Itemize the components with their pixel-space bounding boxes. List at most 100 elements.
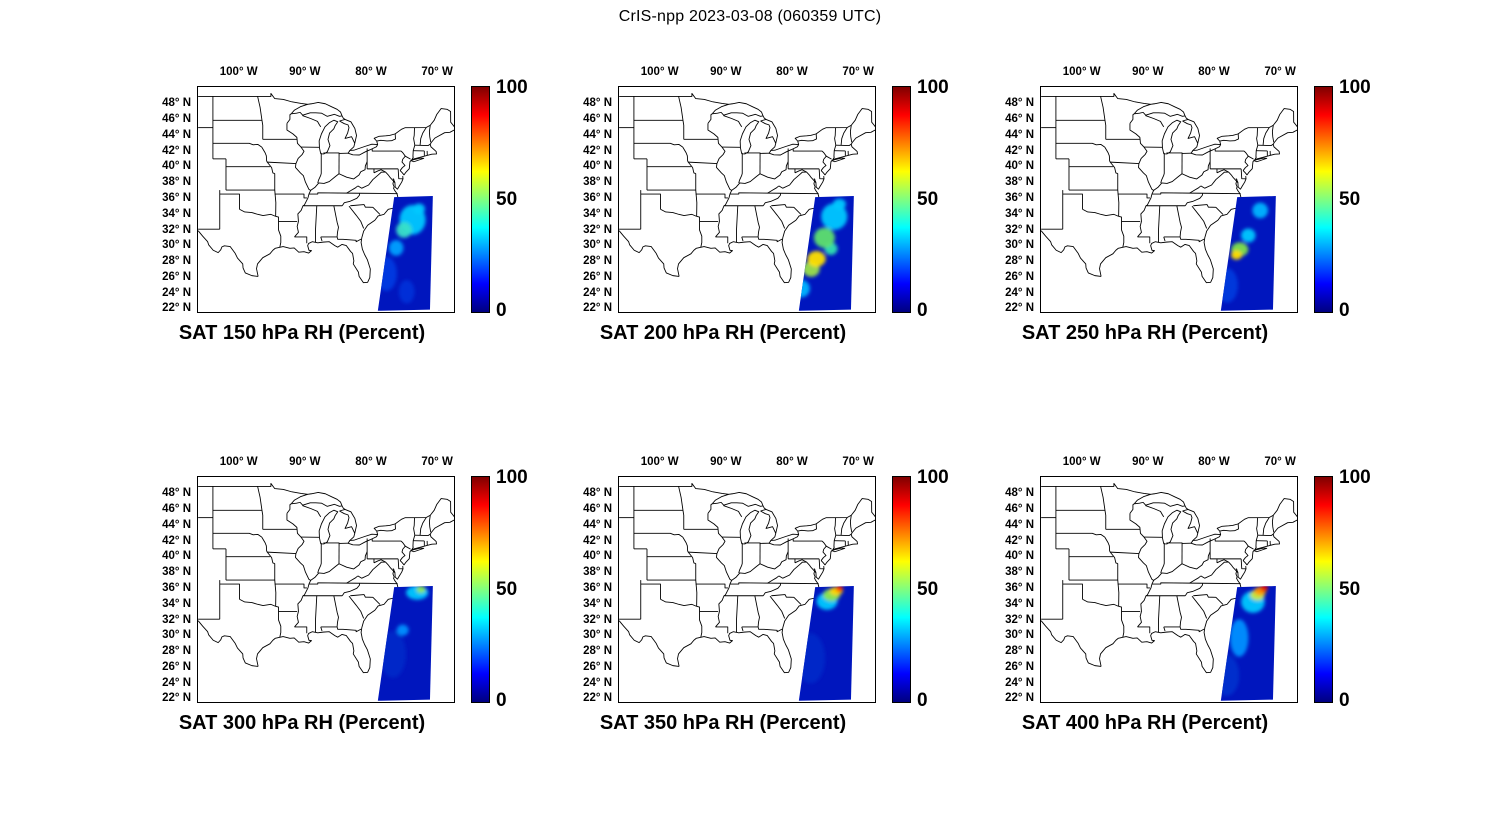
map-axes-box (197, 86, 455, 313)
lat-tick-label: 26° N (583, 270, 612, 283)
lon-tick-label: 100° W (1062, 66, 1101, 78)
rh-feature (379, 630, 406, 678)
map-axes-box (618, 86, 876, 313)
colorbar-tick-label: 0 (496, 300, 507, 321)
lat-tick-label: 34° N (162, 597, 191, 610)
lon-tick-label: 70° W (842, 456, 874, 468)
lat-tick-label: 42° N (162, 144, 191, 157)
lat-tick-label: 46° N (1005, 113, 1034, 126)
rh-feature (1241, 228, 1256, 243)
lat-tick-label: 36° N (1005, 191, 1034, 204)
lat-tick-label: 46° N (162, 503, 191, 516)
latitude-axis: 48° N 46° N 44° N 42° N 40° N 38° N 36° N 34° N… (570, 86, 615, 314)
lat-tick-label: 44° N (162, 518, 191, 531)
rh-feature (1229, 619, 1249, 657)
lat-tick-label: 44° N (583, 128, 612, 141)
rh-feature (413, 203, 426, 215)
colorbar-tick-label: 0 (1339, 300, 1350, 321)
colorbar-tick-label: 50 (1339, 188, 1361, 210)
panel-title: SAT 300 hPa RH (Percent) (178, 712, 426, 734)
lon-tick-label: 70° W (1264, 66, 1296, 78)
lat-tick-label: 28° N (583, 255, 612, 267)
longitude-axis: 100° W 90° W 80° W 70° W (197, 64, 455, 86)
map-canvas (619, 482, 875, 701)
figure-title: CrIS-npp 2023-03-08 (060359 UTC) (618, 8, 882, 25)
lat-tick-label: 24° N (583, 676, 612, 689)
lat-tick-label: 24° N (583, 286, 612, 299)
lon-tick-label: 80° W (355, 66, 387, 78)
rh-feature (1220, 268, 1238, 303)
lat-tick-label: 32° N (1005, 223, 1034, 236)
lon-tick-label: 90° W (710, 66, 742, 78)
map-canvas (198, 482, 454, 701)
map-canvas (1041, 482, 1297, 701)
panel-title: SAT 200 hPa RH (Percent) (599, 322, 847, 344)
lat-tick-label: 22° N (1005, 302, 1034, 315)
lat-tick-label: 44° N (162, 128, 191, 141)
lat-tick-label: 44° N (583, 518, 612, 531)
lon-tick-label: 100° W (640, 456, 679, 468)
rh-feature (807, 251, 826, 267)
map-canvas (619, 92, 875, 311)
lat-tick-label: 48° N (583, 487, 612, 500)
lat-tick-label: 24° N (162, 676, 191, 689)
satellite-swath (798, 586, 854, 701)
colorbar (471, 86, 490, 313)
colorbar (892, 476, 911, 703)
colorbar-tick-label: 0 (496, 690, 507, 711)
lat-tick-label: 34° N (583, 207, 612, 220)
lon-tick-label: 90° W (1132, 456, 1164, 468)
colorbar-ticks: 100 50 0 (1339, 467, 1395, 711)
lat-tick-label: 38° N (583, 566, 612, 579)
colorbar-tick-label: 0 (917, 690, 928, 711)
lat-tick-label: 28° N (162, 255, 191, 267)
us-state-boundaries (619, 92, 875, 284)
lon-tick-label: 90° W (710, 456, 742, 468)
latitude-axis: 48° N 46° N 44° N 42° N 40° N 38° N 36° N 34° N… (992, 476, 1037, 704)
colorbar (1314, 86, 1333, 313)
colorbar-ticks: 100 50 0 (496, 77, 552, 321)
us-state-boundaries (619, 482, 875, 674)
lon-tick-label: 100° W (640, 66, 679, 78)
lat-tick-label: 32° N (162, 223, 191, 236)
lat-tick-label: 30° N (1005, 239, 1034, 252)
lat-tick-label: 30° N (1005, 629, 1034, 642)
panel-title: SAT 250 hPa RH (Percent) (1021, 322, 1269, 344)
lat-tick-label: 38° N (162, 176, 191, 189)
lat-tick-label: 32° N (1005, 613, 1034, 626)
lon-tick-label: 90° W (1132, 66, 1164, 78)
lon-tick-label: 70° W (421, 66, 453, 78)
map-panel-400: 100° W 90° W 80° W 70° W 48° N 46° N 44° N 42° … (992, 454, 1412, 735)
lon-tick-label: 80° W (355, 456, 387, 468)
rh-feature (1252, 202, 1269, 219)
map-panel-250: 100° W 90° W 80° W 70° W 48° N 46° N 44° N 42° … (992, 64, 1412, 345)
lat-tick-label: 36° N (162, 191, 191, 204)
lat-tick-label: 48° N (1005, 487, 1034, 500)
latitude-axis: 48° N 46° N 44° N 42° N 40° N 38° N 36° N 34° N… (149, 476, 194, 705)
lat-tick-label: 46° N (583, 503, 612, 516)
lat-tick-label: 26° N (583, 660, 612, 673)
lat-tick-label: 40° N (1005, 550, 1034, 563)
map-canvas (1041, 92, 1297, 311)
map-canvas (198, 92, 454, 311)
lon-tick-label: 100° W (1062, 456, 1101, 468)
lat-tick-label: 48° N (162, 487, 191, 500)
map-axes-box (1040, 476, 1298, 703)
longitude-axis: 100° W 90° W 80° W 70° W (1040, 454, 1298, 476)
lon-tick-label: 70° W (421, 456, 453, 468)
lat-tick-label: 36° N (583, 581, 612, 594)
colorbar-ticks: 100 50 0 (496, 467, 552, 711)
colorbar-tick-label: 0 (917, 300, 928, 321)
colorbar-tick-label: 100 (1339, 467, 1371, 488)
lat-tick-label: 24° N (1005, 286, 1034, 299)
panel-body: 48° N 46° N 44° N 42° N 40° N 38° N 36° N 34° N… (992, 467, 1412, 711)
lat-tick-label: 22° N (162, 692, 191, 705)
rh-feature (1260, 586, 1269, 592)
lat-tick-label: 38° N (583, 176, 612, 189)
map-panel-150: 100° W 90° W 80° W 70° W 48° N 46° N 44° N 42° … (149, 64, 569, 345)
lat-tick-label: 32° N (162, 613, 191, 626)
panel-title: SAT 150 hPa RH (Percent) (178, 322, 426, 344)
colorbar-tick-label: 100 (917, 77, 949, 98)
lat-tick-label: 22° N (162, 302, 191, 315)
rh-feature (798, 279, 810, 298)
